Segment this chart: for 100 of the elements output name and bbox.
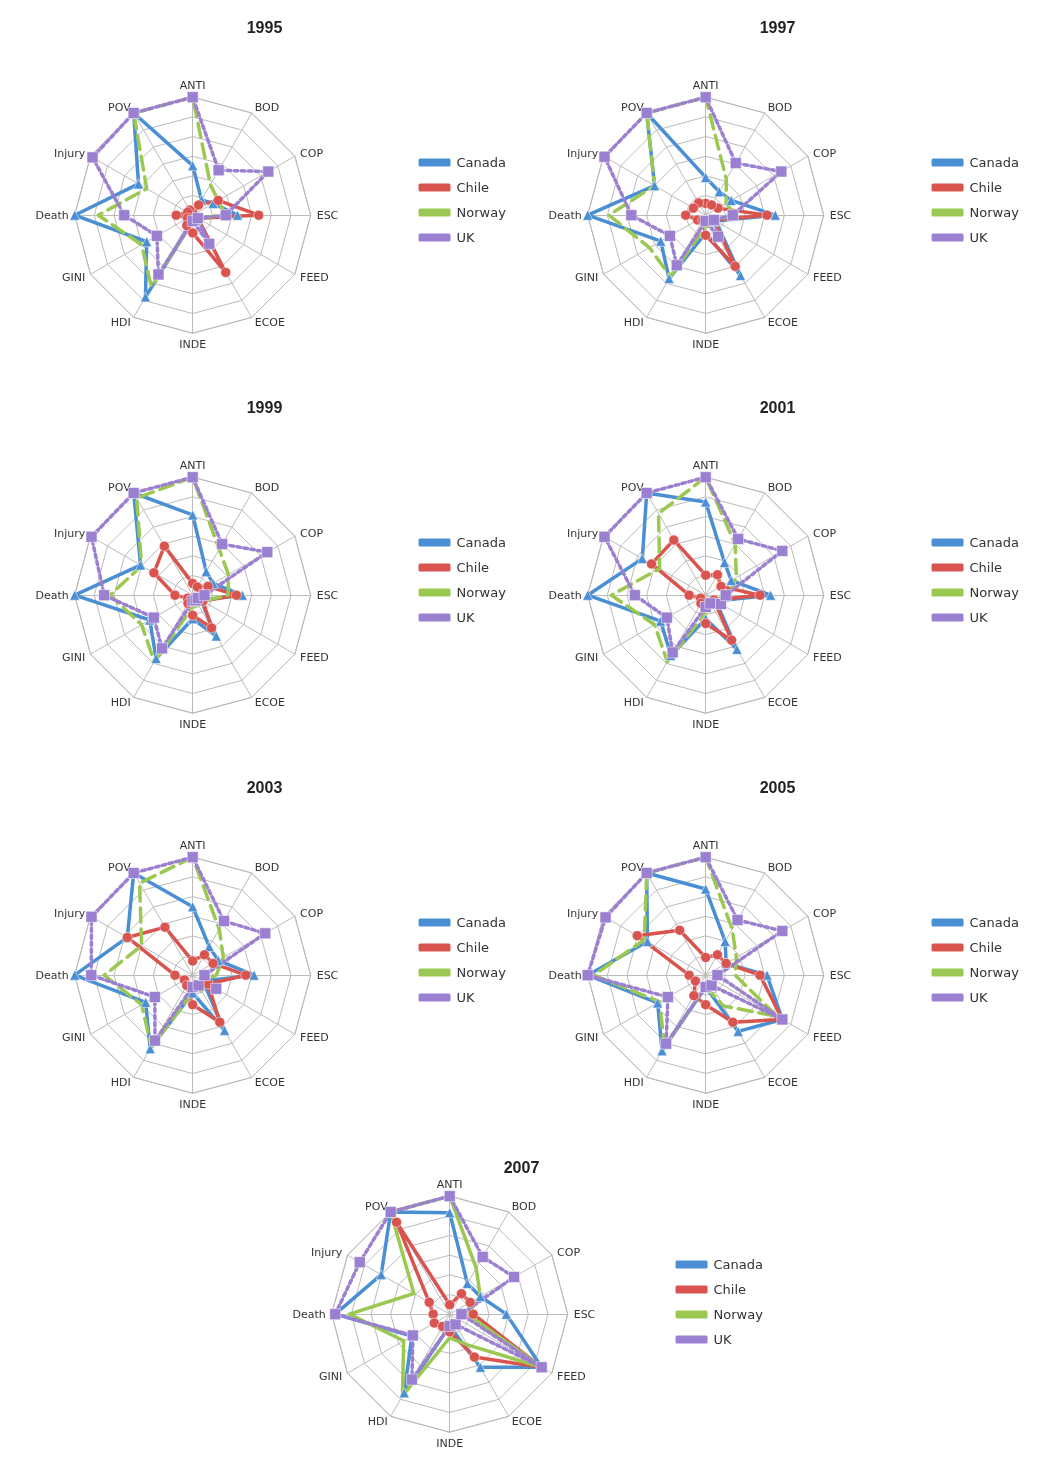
spoke-label: INDE [179,1098,207,1112]
spoke-label: POV [108,481,132,495]
legend-label: Chile [456,180,490,195]
spoke-label: BOD [254,481,280,495]
legend-label: UK [713,1332,732,1347]
spoke-label: GINI [575,1030,599,1044]
spoke-label: ANTI [179,459,206,473]
legend-label: Canada [713,1257,763,1272]
chart-title: 1997 [759,18,796,36]
spoke-label: Death [35,588,69,602]
spoke-label: HDI [367,1415,388,1429]
spoke-label: ECOE [767,696,798,710]
legend-label: Canada [969,535,1019,550]
spoke-label: BOD [511,1200,536,1214]
legend-label: Chile [713,1282,746,1297]
spoke-label: BOD [254,101,280,115]
spoke-label: Injury [54,906,86,920]
legend-label: UK [969,990,989,1005]
legend-label: UK [969,230,989,245]
spoke-label: INDE [435,1437,463,1451]
spoke-label: FEED [813,1030,842,1044]
legend-label: UK [456,230,476,245]
spoke-label: HDI [110,696,131,710]
spoke-label: COP [813,906,837,920]
spoke-label: ESC [316,208,339,222]
spoke-label: COP [813,526,837,540]
legend-label: UK [456,990,476,1005]
spoke-label: FEED [300,650,329,664]
spoke-label: Death [291,1307,326,1321]
legend-label: Chile [969,180,1003,195]
spoke-label: BOD [767,101,793,115]
spoke-label: ANTI [179,79,206,93]
spoke-label: GINI [62,1030,86,1044]
spoke-label: INDE [179,338,207,352]
spoke-label: ESC [829,968,852,982]
spoke-label: COP [813,146,837,160]
spoke-label: COP [556,1245,580,1259]
legend-label: Canada [456,915,506,930]
legend-label: Canada [969,915,1019,930]
spoke-label: Injury [54,526,86,540]
spoke-label: HDI [110,1076,131,1090]
spoke-label: ECOE [511,1415,542,1429]
spoke-label: FEED [813,650,842,664]
legend-label: Norway [969,965,1020,980]
spoke-label: BOD [254,861,280,875]
chart-title: 1995 [246,18,283,36]
spoke-label: GINI [575,650,599,664]
spoke-label: BOD [767,861,793,875]
spoke-label: Injury [567,906,599,920]
spoke-label: POV [621,861,645,875]
chart-title: 2005 [759,778,796,796]
spoke-label: ANTI [692,839,719,853]
chart-title: 2007 [503,1158,539,1176]
spoke-label: POV [621,481,645,495]
spoke-label: ESC [829,208,852,222]
spoke-label: POV [621,101,645,115]
legend-label: Canada [969,155,1019,170]
spoke-label: FEED [300,1030,329,1044]
spoke-label: HDI [623,696,644,710]
spoke-label: ANTI [692,79,719,93]
spoke-label: FEED [556,1369,586,1383]
spoke-label: Death [548,208,582,222]
spoke-label: POV [364,1200,388,1214]
spoke-label: COP [300,526,324,540]
spoke-label: FEED [813,270,842,284]
legend-label: Norway [969,585,1020,600]
spoke-label: FEED [300,270,329,284]
spoke-label: INDE [692,338,720,352]
chart-title: 2001 [759,398,796,416]
spoke-label: POV [108,861,132,875]
spoke-label: INDE [179,718,207,732]
spoke-label: INDE [692,1098,720,1112]
spoke-label: COP [300,146,324,160]
legend-label: UK [969,610,989,625]
spoke-label: ESC [573,1307,596,1321]
legend-label: Chile [456,560,490,575]
spoke-label: Injury [567,526,599,540]
spoke-label: INDE [692,718,720,732]
spoke-label: ECOE [767,316,798,330]
spoke-label: Death [548,588,582,602]
spoke-label: ANTI [436,1178,463,1192]
spoke-label: Injury [54,146,86,160]
spoke-label: GINI [318,1369,342,1383]
legend-label: Chile [456,940,490,955]
spoke-label: GINI [62,270,86,284]
legend-label: Norway [456,205,507,220]
legend-label: Norway [969,205,1020,220]
legend-label: Chile [969,940,1003,955]
spoke-label: ESC [316,968,339,982]
spoke-label: Death [35,208,69,222]
spoke-label: COP [300,906,324,920]
spoke-label: HDI [110,316,131,330]
legend-label: Norway [713,1307,763,1322]
spoke-label: ANTI [692,459,719,473]
spoke-label: Death [548,968,582,982]
spoke-label: Injury [567,146,599,160]
spoke-label: ANTI [179,839,206,853]
spoke-label: GINI [575,270,599,284]
legend-label: Chile [969,560,1003,575]
spoke-label: ECOE [767,1076,798,1090]
